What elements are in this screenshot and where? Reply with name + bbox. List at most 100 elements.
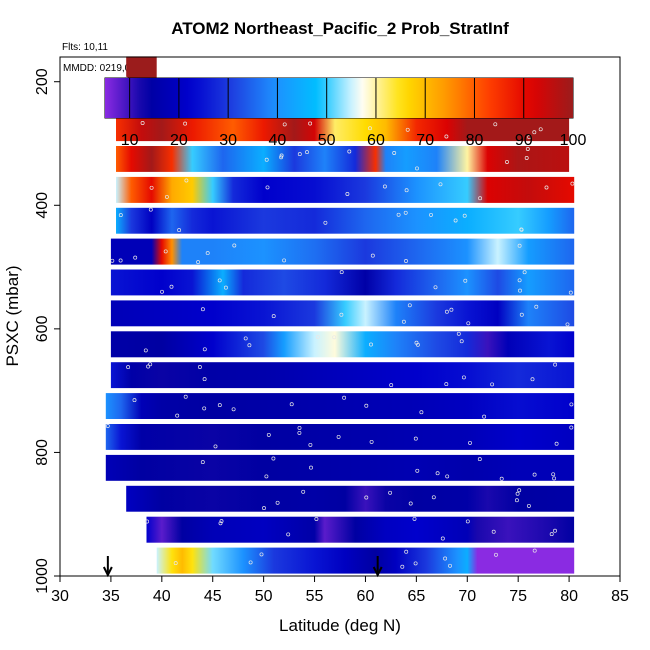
colorbar-tick-label: 80 — [466, 132, 484, 149]
sample-dot — [405, 127, 410, 132]
sample-dot — [477, 457, 482, 462]
sample-dot — [118, 213, 123, 218]
sample-dot — [217, 278, 222, 283]
heatmap-layer — [116, 115, 570, 142]
sample-dot — [183, 121, 188, 126]
x-axis-label: Latitude (deg N) — [279, 616, 401, 635]
sample-dot — [248, 560, 253, 565]
sample-dot — [448, 563, 452, 568]
sample-dot — [453, 218, 458, 223]
sample-dot — [551, 472, 556, 477]
sample-dot — [231, 407, 236, 412]
sample-dot — [163, 249, 168, 254]
sample-dot — [368, 126, 372, 131]
colorbar-tick-label: 20 — [170, 132, 188, 149]
x-axis: 30 35 40 45 50 55 60 65 70 75 80 85 — [51, 576, 629, 605]
flight-arrow — [372, 556, 383, 578]
colorbar-tick-label: 30 — [219, 132, 237, 149]
sample-dot — [466, 321, 471, 326]
sample-dot — [517, 278, 522, 283]
x-tick-label: 40 — [153, 588, 171, 605]
sample-dot — [449, 307, 454, 312]
y-axis-label: PSXC (mbar) — [3, 265, 22, 366]
x-tick-label: 35 — [102, 588, 120, 605]
sample-dot — [305, 150, 309, 155]
sample-dot — [143, 348, 148, 353]
y-tick-label: 1000 — [34, 558, 51, 594]
sample-dot — [538, 127, 543, 132]
sample-dot — [532, 472, 537, 477]
sample-dot — [530, 377, 535, 382]
sample-dot — [140, 121, 145, 125]
sample-dot — [217, 403, 222, 408]
sample-dot — [414, 340, 419, 345]
sample-dot — [308, 121, 313, 126]
sample-dot — [173, 561, 178, 566]
heatmap-layer — [105, 393, 575, 419]
sample-dot — [105, 424, 110, 428]
sample-dot — [200, 307, 205, 312]
sample-dot — [413, 436, 418, 441]
chart-title: ATOM2 Northeast_Pacific_2 Prob_StratInf — [171, 19, 509, 38]
y-tick-label: 600 — [34, 315, 51, 342]
sample-dot — [202, 406, 207, 411]
sample-dot — [553, 362, 558, 367]
sample-dot — [461, 375, 466, 380]
heatmap-layer — [116, 146, 570, 172]
sample-dot — [202, 347, 207, 352]
sample-dot — [404, 549, 409, 554]
sample-dot — [429, 212, 433, 217]
colorbar-tick-label: 60 — [367, 132, 385, 149]
sample-dot — [279, 153, 284, 158]
sample-dot — [493, 122, 498, 127]
sample-dot — [301, 489, 306, 494]
sample-dot — [478, 196, 483, 201]
sample-dot — [148, 207, 153, 212]
colorbar-tick-label: 70 — [416, 132, 434, 149]
sample-dot — [202, 377, 207, 382]
sample-dot — [314, 517, 319, 521]
sample-dot — [275, 500, 280, 505]
sample-dot — [443, 556, 448, 561]
sample-dot — [145, 519, 150, 524]
x-tick-label: 50 — [255, 588, 273, 605]
y-tick-label: 800 — [34, 439, 51, 466]
sample-dot — [271, 314, 276, 319]
sample-dot — [403, 210, 408, 215]
sample-dot — [519, 312, 524, 317]
sample-dot — [133, 255, 138, 260]
sample-dot — [164, 194, 169, 199]
sample-dot — [505, 160, 509, 164]
sample-dot — [514, 498, 519, 503]
sample-dot — [247, 343, 252, 348]
sample-dot — [494, 552, 498, 557]
sample-dot — [456, 331, 461, 336]
sample-dot — [401, 319, 406, 324]
sample-dot — [459, 339, 464, 344]
sample-dot — [382, 184, 387, 189]
sample-dot — [408, 501, 413, 506]
x-tick-label: 80 — [560, 588, 578, 605]
sample-dot — [404, 259, 408, 263]
sample-dot — [271, 456, 276, 461]
colorbar-gradient — [105, 78, 573, 118]
sample-dot — [415, 468, 420, 473]
sample-markers — [105, 76, 575, 569]
colorbar-tick-label: 100 — [560, 132, 587, 149]
sample-dot — [259, 552, 264, 557]
sample-dot — [517, 243, 522, 248]
heatmap-layer — [110, 238, 575, 265]
sample-dot — [392, 151, 397, 155]
date-annotation: MMDD: 0219,0221 — [63, 63, 147, 74]
sample-dot — [232, 243, 237, 248]
x-tick-label: 75 — [509, 588, 527, 605]
sample-dot — [345, 192, 350, 196]
sample-dot — [482, 414, 487, 419]
sample-dot — [552, 476, 557, 481]
colorbar-tick-label: 40 — [269, 132, 287, 149]
x-tick-label: 45 — [204, 588, 222, 605]
sample-dot — [465, 519, 470, 524]
sample-dot — [462, 213, 467, 218]
sample-dot — [297, 430, 302, 435]
